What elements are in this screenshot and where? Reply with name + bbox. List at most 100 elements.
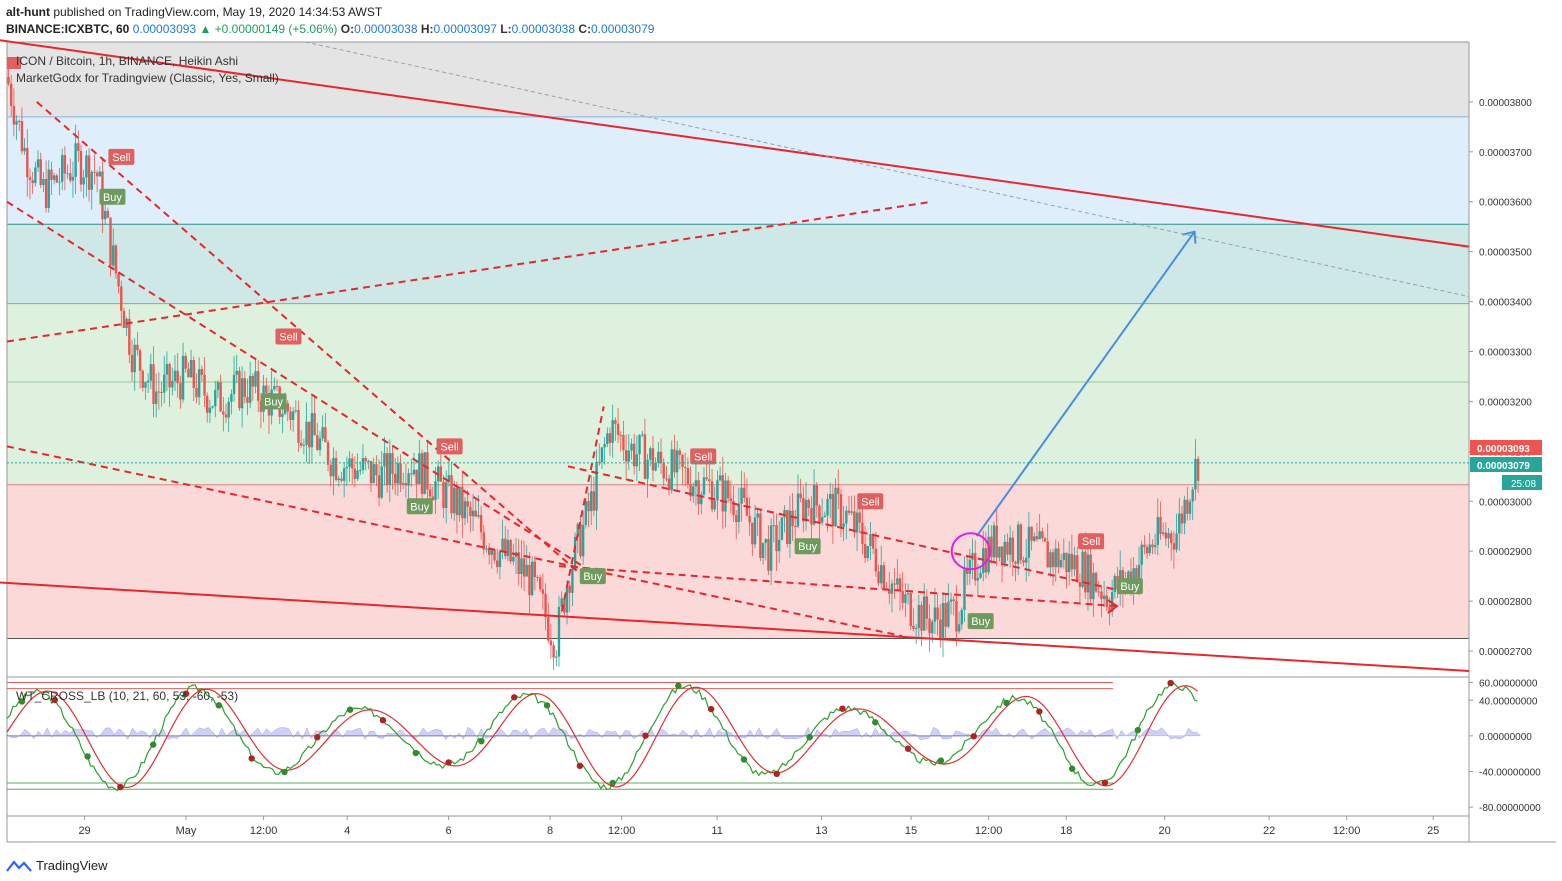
candle-body: [181, 355, 185, 400]
candle-body: [69, 173, 72, 181]
candle-body: [469, 506, 472, 517]
candle-body: [1145, 547, 1149, 554]
time-tick-label: 12:00: [608, 825, 636, 837]
footer-brand[interactable]: TradingView: [6, 858, 108, 873]
candle-body: [1151, 544, 1154, 548]
candle-body: [681, 454, 684, 468]
candle-body: [522, 558, 526, 577]
publisher-line: alt-hunt published on TradingView.com, M…: [6, 5, 382, 19]
candle-body: [584, 501, 588, 525]
candle-body: [42, 179, 45, 185]
candle-body: [729, 498, 733, 502]
candle-body: [1108, 607, 1111, 612]
author-name[interactable]: alt-hunt: [6, 5, 50, 19]
candle-body: [410, 473, 413, 475]
signal-label: Sell: [112, 152, 130, 164]
candle-body: [767, 538, 770, 571]
candle-body: [627, 450, 630, 462]
candle-body: [858, 512, 861, 523]
candle-body: [208, 407, 212, 413]
candle-body: [313, 413, 316, 436]
candle-body: [557, 606, 561, 657]
candle-body: [799, 493, 802, 499]
candle-body: [367, 460, 370, 462]
candle-body: [726, 480, 730, 499]
zone-green: [7, 303, 1469, 485]
signal-box: [108, 148, 135, 165]
candle-body: [949, 599, 953, 602]
candle-body: [133, 344, 136, 373]
candle-body: [888, 589, 891, 594]
candle-body: [407, 473, 410, 486]
candle-body: [216, 382, 220, 391]
candle-body: [211, 406, 214, 408]
buy-signal: Buy: [99, 188, 126, 205]
candle-body: [619, 434, 622, 436]
main-legend-title[interactable]: ICON / Bitcoin, 1h, BINANCE, Heikin Ashi: [16, 54, 239, 68]
signal-label: Buy: [264, 396, 283, 408]
cross-dot: [445, 759, 452, 766]
candle-body: [168, 364, 171, 388]
candle-body: [815, 485, 818, 506]
zone-teal: [7, 224, 1469, 304]
candle-body: [1186, 499, 1189, 514]
tradingview-logo-icon: [6, 859, 32, 872]
projection-arrow: [975, 231, 1196, 537]
candle-body: [275, 386, 279, 388]
candle-body: [1089, 554, 1092, 600]
candle-body: [576, 524, 579, 537]
candle-body: [1094, 572, 1098, 592]
candle-body: [130, 354, 134, 373]
candle-body: [1084, 551, 1087, 593]
candle-body: [179, 383, 182, 400]
candle-body: [871, 534, 875, 549]
candle-body: [955, 600, 958, 632]
candle-body: [998, 546, 1001, 558]
candle-body: [136, 344, 139, 351]
candle-body: [120, 286, 123, 311]
candle-body: [353, 468, 357, 479]
candle-body: [426, 452, 429, 490]
candle-body: [1105, 595, 1108, 608]
indicator-legend[interactable]: MarketGodx for Tradingview (Classic, Yes…: [16, 71, 279, 85]
candles: [7, 65, 1200, 671]
cross-dot: [806, 733, 813, 741]
candle-body: [995, 525, 998, 558]
candle-body: [1156, 516, 1160, 546]
candle-body: [920, 604, 923, 631]
candle-body: [163, 374, 166, 393]
candle-body: [1011, 537, 1014, 562]
candle-body: [404, 483, 408, 486]
signal-label: Sell: [279, 332, 297, 344]
zone-grey: [7, 42, 1469, 117]
price-tick-label: 0.00002900: [1479, 547, 1532, 558]
candle-body: [463, 501, 467, 519]
candle-body: [28, 177, 32, 181]
candle-body: [1164, 532, 1168, 539]
candle-body: [1041, 531, 1044, 539]
candle-body: [47, 169, 50, 208]
price-tick-label: 0.00003400: [1479, 298, 1532, 309]
candle-body: [675, 450, 679, 473]
candle-body: [361, 458, 365, 470]
time-tick-label: 29: [78, 825, 90, 837]
candle-body: [517, 552, 520, 574]
candle-body: [565, 585, 569, 613]
candle-body: [434, 481, 437, 501]
candle-body: [890, 583, 894, 594]
oscillator-legend[interactable]: WT_CROSS_LB (10, 21, 60, 53, -60, -53): [16, 689, 239, 703]
candle-body: [538, 577, 542, 590]
candle-body: [544, 593, 547, 618]
signal-label: Buy: [1120, 581, 1139, 593]
candle-body: [1076, 555, 1079, 583]
candle-body: [509, 540, 512, 562]
sell-signal: Sell: [275, 328, 302, 345]
cross-dot: [150, 741, 157, 748]
candle-body: [195, 387, 198, 398]
candle-body: [144, 382, 147, 388]
candle-body: [444, 482, 448, 509]
candle-body: [1035, 536, 1039, 540]
candle-body: [990, 536, 993, 558]
high-label: H:: [420, 22, 434, 36]
